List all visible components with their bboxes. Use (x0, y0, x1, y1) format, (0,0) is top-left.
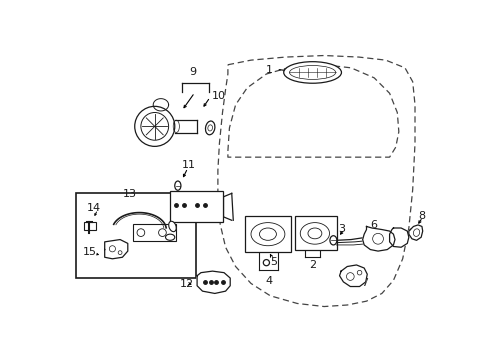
Ellipse shape (165, 234, 174, 240)
Text: 5: 5 (270, 257, 277, 267)
Bar (133, 224, 175, 241)
Ellipse shape (283, 62, 341, 83)
Polygon shape (104, 239, 127, 259)
Ellipse shape (205, 121, 214, 135)
Bar (294, 216, 337, 250)
Text: 7: 7 (360, 278, 367, 288)
Polygon shape (389, 228, 408, 247)
Polygon shape (362, 226, 394, 251)
Bar (84, 222, 96, 230)
Ellipse shape (174, 181, 181, 190)
Ellipse shape (329, 236, 336, 245)
Ellipse shape (135, 106, 174, 147)
Text: 13: 13 (123, 189, 137, 199)
Text: 9: 9 (189, 67, 196, 77)
Polygon shape (408, 225, 422, 240)
Text: 3: 3 (337, 224, 345, 234)
Text: 6: 6 (369, 220, 377, 230)
Text: 2: 2 (308, 260, 316, 270)
Text: 14: 14 (87, 203, 101, 213)
Text: 11: 11 (182, 160, 195, 170)
Text: 1: 1 (265, 65, 272, 75)
Text: 12: 12 (179, 279, 193, 289)
Ellipse shape (168, 221, 176, 232)
Text: 15: 15 (82, 247, 96, 257)
Text: 10: 10 (211, 91, 225, 101)
Bar (244, 216, 290, 252)
Text: 8: 8 (417, 211, 425, 221)
Ellipse shape (263, 260, 269, 266)
Text: 4: 4 (264, 276, 272, 286)
Bar (76, 193, 195, 278)
Polygon shape (339, 265, 366, 287)
Bar (170, 191, 222, 222)
Polygon shape (197, 271, 230, 293)
